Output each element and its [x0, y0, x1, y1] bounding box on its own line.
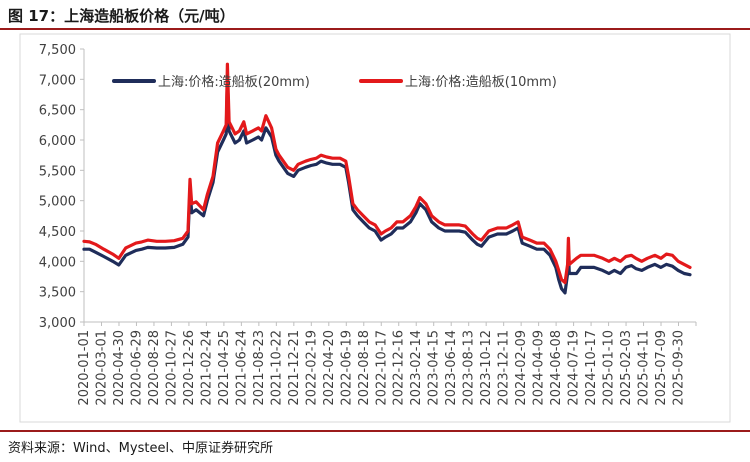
- series-line-20mm: [82, 74, 692, 295]
- source-rule: [0, 430, 750, 432]
- x-tick-label: 2023-06-14: [444, 330, 459, 406]
- title-rule: [0, 28, 750, 30]
- chart-legend: 上海:价格:造船板(20mm) 上海:价格:造船板(10mm): [112, 74, 557, 90]
- x-tick-label: 2024-04-09: [532, 330, 547, 406]
- x-tick-label: 2024-02-09: [514, 330, 529, 406]
- y-axis-ticks: 3,000 3,500 4,000 4,500 5,000 5,500 6,000 6,500…: [39, 43, 84, 331]
- x-axis-ticks: 2020-01-01 2020-03-01 2020-04-30 2020-06-29…: [77, 322, 697, 406]
- figure-title: 图 17：上海造船板价格（元/吨）: [8, 7, 235, 25]
- y-tick-label: 7,000: [39, 73, 76, 88]
- series-line-10mm: [82, 62, 692, 285]
- x-tick-label: 2020-10-27: [164, 330, 179, 406]
- y-tick-label: 3,000: [39, 316, 76, 331]
- x-tick-label: 2020-12-26: [182, 330, 197, 406]
- x-tick-label: 2021-10-22: [269, 330, 284, 406]
- y-tick-label: 5,500: [39, 164, 76, 179]
- x-tick-label: 2021-04-25: [217, 330, 232, 406]
- y-tick-label: 6,500: [39, 104, 76, 119]
- y-tick-label: 5,000: [39, 195, 76, 210]
- x-tick-label: 2025-02-03: [619, 330, 634, 406]
- y-tick-label: 7,500: [39, 43, 76, 58]
- x-tick-label: 2023-10-12: [479, 330, 494, 406]
- figure-header: 图 17：上海造船板价格（元/吨）: [0, 0, 750, 30]
- legend-label: 上海:价格:造船板(20mm): [158, 74, 310, 90]
- price-line-chart: 3,000 3,500 4,000 4,500 5,000 5,500 6,000 6,500…: [19, 33, 731, 423]
- x-tick-label: 2024-10-17: [584, 330, 599, 406]
- series-lines: [82, 62, 692, 295]
- x-tick-label: 2020-06-29: [129, 330, 144, 406]
- x-tick-label: 2022-04-20: [322, 330, 337, 406]
- x-tick-label: 2021-06-24: [234, 330, 249, 406]
- x-tick-label: 2021-12-21: [287, 330, 302, 406]
- x-tick-label: 2020-03-01: [94, 330, 109, 406]
- x-tick-label: 2022-06-19: [339, 330, 354, 406]
- y-tick-label: 3,500: [39, 286, 76, 301]
- x-tick-label: 2024-07-19: [567, 330, 582, 406]
- x-tick-label: 2020-04-30: [112, 330, 127, 406]
- x-tick-label: 2023-12-11: [497, 330, 512, 406]
- chart-border: [19, 33, 731, 423]
- x-tick-label: 2022-10-17: [374, 330, 389, 406]
- x-tick-label: 2025-01-10: [602, 330, 617, 406]
- y-tick-label: 4,000: [39, 255, 76, 270]
- source-note: 资料来源：Wind、Mysteel、中原证券研究所: [8, 441, 274, 456]
- y-tick-label: 6,000: [39, 134, 76, 149]
- y-tick-label: 4,500: [39, 225, 76, 240]
- x-tick-label: 2022-08-18: [357, 330, 372, 406]
- chart-axes: [19, 33, 731, 423]
- x-tick-label: 2023-08-13: [462, 330, 477, 406]
- x-tick-label: 2024-06-08: [549, 330, 564, 406]
- x-tick-label: 2025-04-11: [637, 330, 652, 406]
- x-tick-label: 2022-12-16: [392, 330, 407, 406]
- x-tick-label: 2021-08-23: [252, 330, 267, 406]
- x-tick-label: 2020-08-28: [147, 330, 162, 406]
- x-tick-label: 2025-09-30: [672, 330, 687, 406]
- legend-label: 上海:价格:造船板(10mm): [405, 74, 557, 90]
- x-tick-label: 2025-07-09: [654, 330, 669, 406]
- x-tick-label: 2022-02-19: [304, 330, 319, 406]
- x-tick-label: 2023-04-15: [427, 330, 442, 406]
- x-tick-label: 2020-01-01: [77, 330, 92, 406]
- x-tick-label: 2023-02-14: [409, 330, 424, 406]
- x-tick-label: 2021-02-24: [199, 330, 214, 406]
